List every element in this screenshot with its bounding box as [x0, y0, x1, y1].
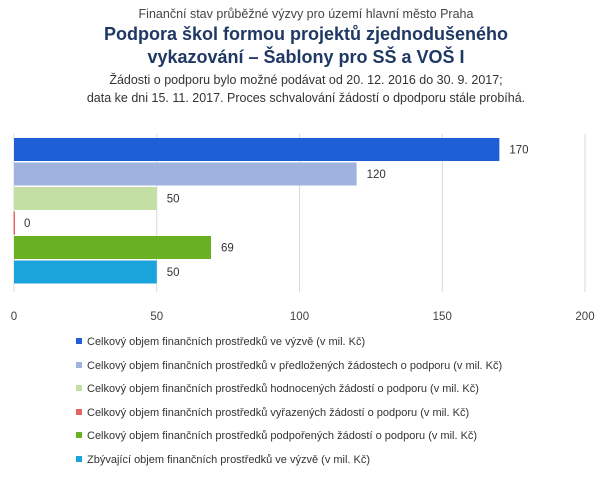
data-label: 0	[24, 218, 30, 230]
legend-item: Celkový objem finančních prostředků ve v…	[76, 336, 365, 348]
chart-subtitle-line1: Žádosti o podporu bylo možné podávat od …	[109, 73, 503, 87]
data-label: 50	[167, 194, 180, 206]
legend-label: Celkový objem finančních prostředků v př…	[87, 359, 503, 372]
chart-supertitle: Finanční stav průběžné výzvy pro území h…	[138, 7, 474, 21]
legend-swatch	[76, 361, 82, 368]
legend-swatch	[76, 455, 82, 462]
bar	[14, 162, 357, 186]
legend-item: Celkový objem finančních prostředků podp…	[76, 430, 477, 442]
bar	[14, 236, 211, 259]
bar	[14, 260, 157, 284]
legend-label: Zbývající objem finančních prostředků ve…	[87, 453, 371, 466]
data-label: 50	[167, 267, 180, 279]
legend-swatch	[76, 338, 82, 345]
legend-swatch	[76, 432, 82, 439]
legend-swatch	[76, 385, 82, 392]
legend-swatch	[76, 408, 82, 415]
chart-title-line2: vykazování – Šablony pro SŠ a VOŠ I	[147, 47, 465, 67]
bar	[14, 187, 157, 210]
x-tick-label: 50	[150, 311, 163, 323]
x-tick-label: 0	[11, 311, 17, 323]
chart-title-line1: Podpora škol formou projektů zjednodušen…	[103, 24, 509, 44]
bar	[14, 138, 500, 161]
legend-item: Celkový objem finančních prostředků v př…	[76, 360, 502, 372]
legend-label: Celkový objem finančních prostředků hodn…	[87, 383, 479, 395]
bar	[13, 211, 15, 235]
data-label: 69	[221, 243, 234, 255]
x-tick-label: 150	[433, 311, 452, 323]
legend-item: Celkový objem finančních prostředků hodn…	[76, 383, 479, 395]
data-label: 120	[367, 169, 386, 181]
legend-label: Celkový objem finančních prostředků podp…	[87, 430, 478, 442]
x-tick-label: 200	[575, 311, 594, 323]
data-label: 170	[509, 145, 528, 157]
legend-label: Celkový objem finančních prostředků ve v…	[87, 336, 366, 348]
legend-item: Celkový objem finančních prostředků vyřa…	[76, 407, 469, 419]
legend-item: Zbývající objem finančních prostředků ve…	[76, 454, 370, 466]
legend-label: Celkový objem finančních prostředků vyřa…	[87, 406, 470, 419]
x-tick-label: 100	[290, 311, 309, 323]
chart-subtitle-line2: data ke dni 15. 11. 2017. Proces schvalo…	[86, 91, 526, 105]
